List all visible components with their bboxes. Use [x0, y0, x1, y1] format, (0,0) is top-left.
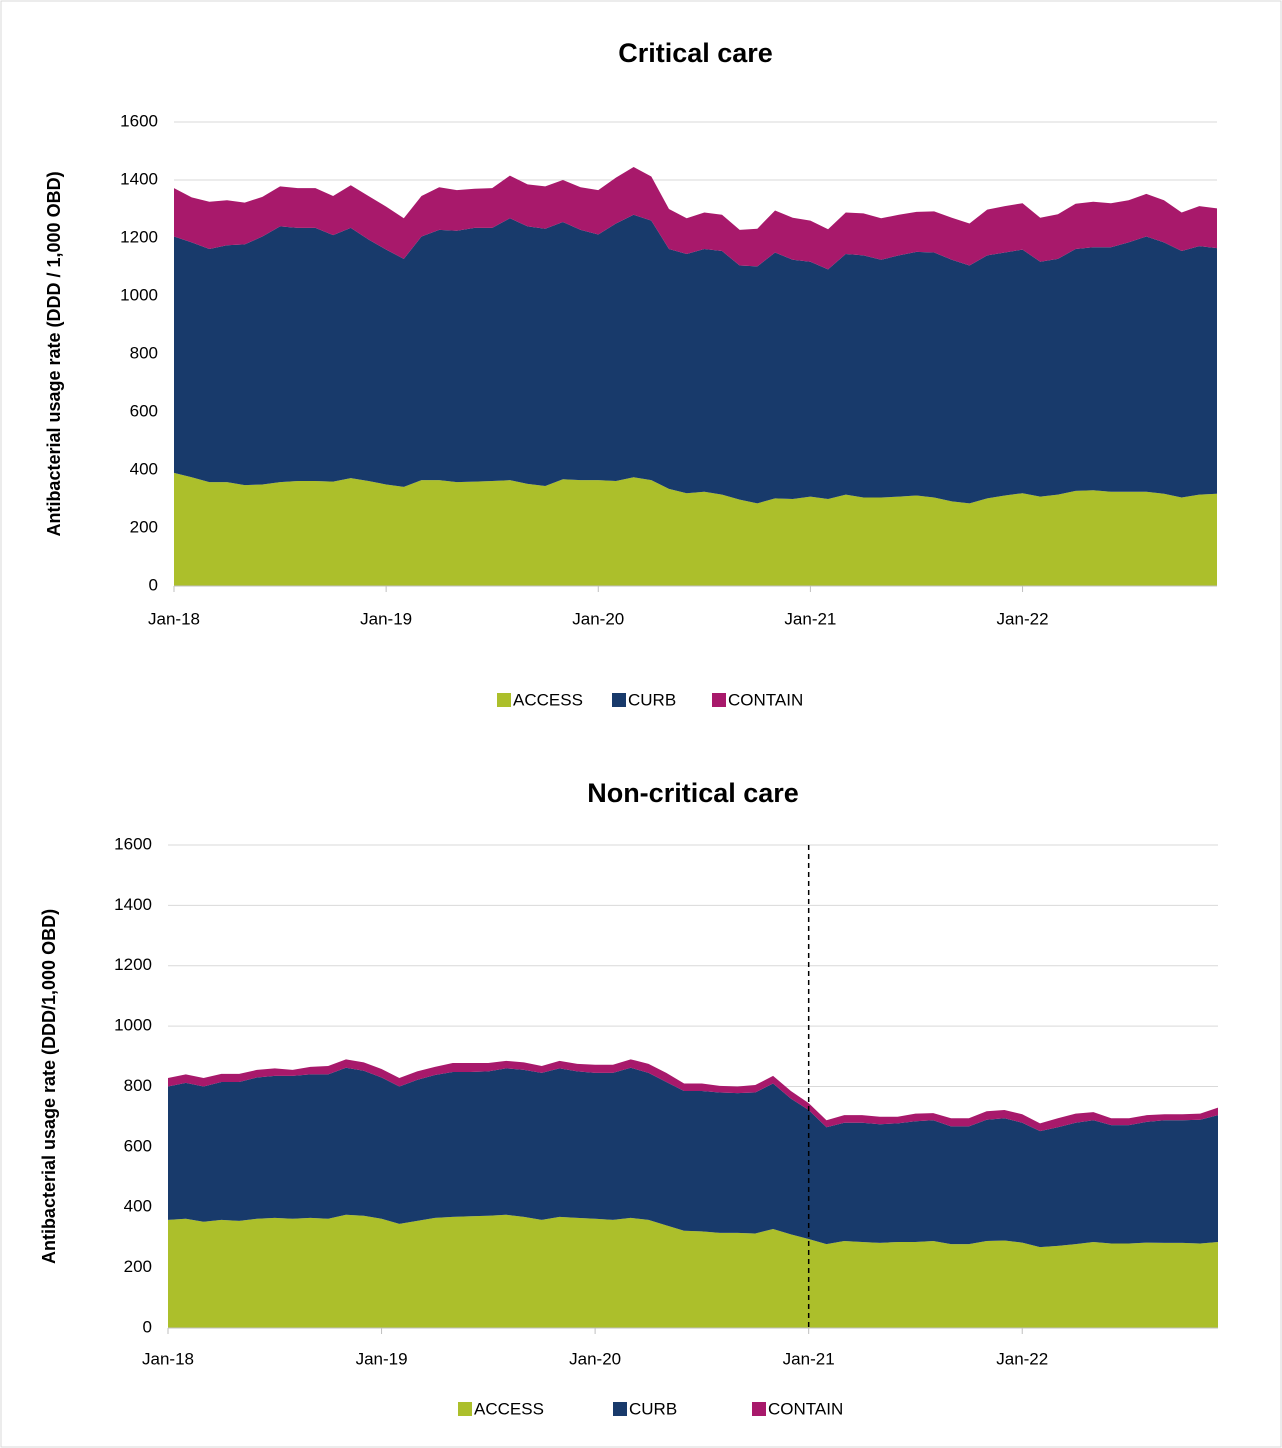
- x-tick-label: Jan-21: [783, 1349, 835, 1368]
- y-tick-label: 400: [130, 459, 158, 478]
- y-tick-label: 1200: [114, 955, 152, 974]
- y-tick-label: 400: [124, 1197, 152, 1216]
- y-tick-label: 1400: [120, 169, 158, 188]
- legend-swatch: [613, 1402, 627, 1416]
- y-tick-label: 1600: [120, 111, 158, 130]
- legend-swatch: [752, 1402, 766, 1416]
- legend-swatch: [497, 693, 511, 707]
- x-tick-label: Jan-18: [142, 1349, 194, 1368]
- y-tick-label: 800: [124, 1076, 152, 1095]
- y-tick-label: 1000: [120, 285, 158, 304]
- area: [168, 1214, 1218, 1328]
- legend-swatch: [458, 1402, 472, 1416]
- x-tick-label: Jan-19: [360, 609, 412, 628]
- legend-label: CONTAIN: [768, 1399, 843, 1418]
- x-tick-label: Jan-19: [356, 1349, 408, 1368]
- y-axis-label: Antibacterial usage rate (DDD / 1,000 OB…: [44, 171, 64, 536]
- chart-title: Non-critical care: [587, 778, 799, 808]
- area: [174, 214, 1217, 504]
- y-tick-label: 0: [149, 575, 158, 594]
- x-tick-label: Jan-22: [996, 1349, 1048, 1368]
- x-tick-label: Jan-21: [784, 609, 836, 628]
- y-tick-label: 1400: [114, 895, 152, 914]
- y-tick-label: 600: [130, 401, 158, 420]
- x-tick-label: Jan-18: [148, 609, 200, 628]
- legend-label: CONTAIN: [728, 690, 803, 709]
- y-tick-label: 1600: [114, 834, 152, 853]
- area: [168, 1059, 1218, 1132]
- chart-title: Critical care: [618, 38, 773, 68]
- y-tick-label: 1200: [120, 227, 158, 246]
- area: [168, 1067, 1218, 1248]
- legend-label: CURB: [628, 690, 676, 709]
- area: [174, 166, 1217, 270]
- legend-label: ACCESS: [474, 1399, 544, 1418]
- legend-swatch: [712, 693, 726, 707]
- legend-label: CURB: [629, 1399, 677, 1418]
- y-tick-label: 600: [124, 1136, 152, 1155]
- y-tick-label: 200: [124, 1257, 152, 1276]
- y-tick-label: 200: [130, 517, 158, 536]
- area: [174, 472, 1217, 586]
- y-tick-label: 1000: [114, 1016, 152, 1035]
- x-tick-label: Jan-20: [572, 609, 624, 628]
- y-tick-label: 800: [130, 343, 158, 362]
- y-tick-label: 0: [143, 1317, 152, 1336]
- x-tick-label: Jan-22: [997, 609, 1049, 628]
- legend-label: ACCESS: [513, 690, 583, 709]
- y-axis-label: Antibacterial usage rate (DDD/1,000 OBD): [39, 909, 59, 1264]
- legend-swatch: [612, 693, 626, 707]
- x-tick-label: Jan-20: [569, 1349, 621, 1368]
